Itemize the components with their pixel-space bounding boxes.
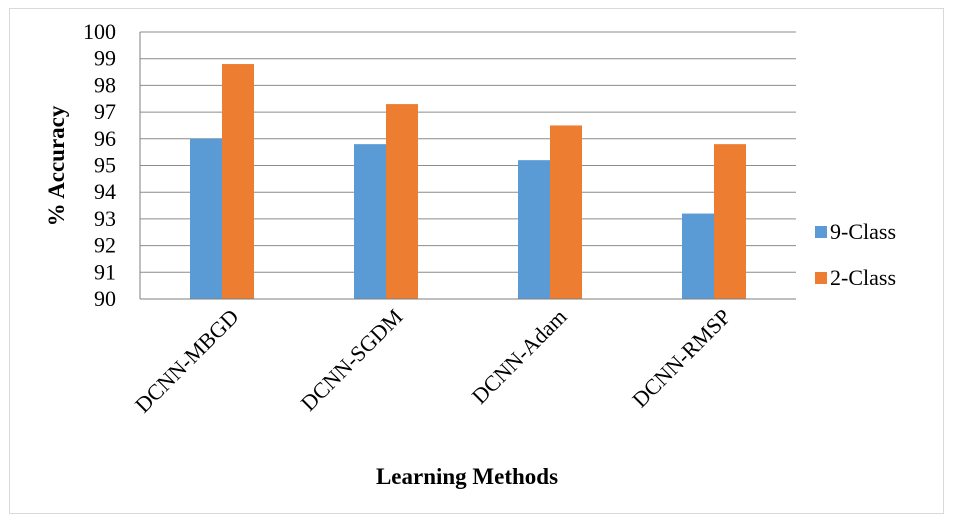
y-tick-label: 95 bbox=[94, 153, 116, 178]
y-tick-label: 93 bbox=[94, 206, 116, 231]
x-axis-title: Learning Methods bbox=[376, 464, 558, 489]
axes bbox=[139, 32, 796, 300]
y-tick-label: 97 bbox=[94, 99, 116, 124]
y-tick-label: 98 bbox=[94, 72, 116, 97]
bar-2-class-dcnn-mbgd bbox=[222, 64, 254, 299]
x-tick-label: DCNN-Adam bbox=[467, 304, 572, 409]
y-tick-label: 92 bbox=[94, 233, 116, 258]
legend-swatch bbox=[815, 272, 827, 284]
legend-swatch bbox=[815, 226, 827, 238]
bar-9-class-dcnn-sgdm bbox=[354, 144, 386, 299]
bar-9-class-dcnn-mbgd bbox=[190, 138, 222, 299]
bar-9-class-dcnn-adam bbox=[518, 160, 550, 299]
x-tick-label: DCNN-RMSP bbox=[627, 304, 735, 412]
y-tick-label: 100 bbox=[83, 19, 116, 44]
x-axis-ticks: DCNN-MBGD DCNN-SGDM DCNN-Adam DCNN-RMSP bbox=[130, 304, 736, 418]
y-tick-label: 91 bbox=[94, 259, 116, 284]
y-tick-label: 96 bbox=[94, 126, 116, 151]
bar-2-class-dcnn-rmsp bbox=[714, 144, 746, 299]
y-tick-label: 99 bbox=[94, 46, 116, 71]
y-tick-label: 90 bbox=[94, 286, 116, 311]
x-tick-label: DCNN-MBGD bbox=[130, 304, 244, 418]
y-axis-title: % Accuracy bbox=[44, 105, 69, 226]
x-tick-label: DCNN-SGDM bbox=[296, 304, 408, 416]
bars bbox=[190, 64, 746, 299]
y-tick-label: 94 bbox=[94, 179, 116, 204]
bar-2-class-dcnn-adam bbox=[550, 125, 582, 299]
legend: 9-Class 2-Class bbox=[815, 219, 896, 290]
legend-label: 9-Class bbox=[830, 219, 896, 244]
bar-2-class-dcnn-sgdm bbox=[386, 104, 418, 299]
legend-label: 2-Class bbox=[830, 265, 896, 290]
chart-frame bbox=[9, 8, 944, 514]
bar-9-class-dcnn-rmsp bbox=[682, 213, 714, 299]
